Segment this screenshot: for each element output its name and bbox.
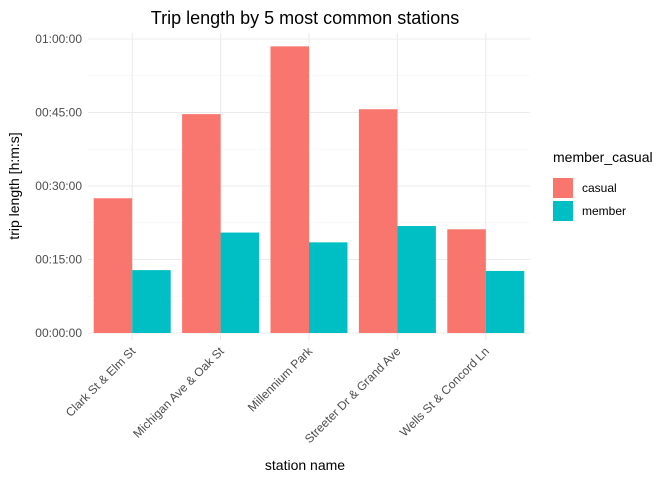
y-tick-label: 01:00:00 <box>35 32 82 46</box>
bar-member-2 <box>220 232 260 333</box>
bar-member-1 <box>132 270 171 333</box>
x-tick-label: Millennium Park <box>245 344 316 415</box>
bar-casual-4 <box>358 109 398 333</box>
x-tick-label: Wells St & Concord Ln <box>397 344 492 439</box>
y-tick-label: 00:30:00 <box>35 179 82 193</box>
bar-casual-2 <box>182 114 221 333</box>
legend: member_casual casual member <box>553 149 653 221</box>
chart-title: Trip length by 5 most common stations <box>151 8 459 28</box>
y-axis-title: trip length [h:m:s] <box>6 132 22 239</box>
y-axis-ticks: 00:00:00 00:15:00 00:30:00 00:45:00 01:00:00 <box>35 32 82 340</box>
y-tick-label: 00:15:00 <box>35 253 82 267</box>
y-tick-label: 00:00:00 <box>35 326 82 340</box>
bar-member-5 <box>485 270 525 333</box>
bar-member-4 <box>397 226 436 333</box>
y-tick-label: 00:45:00 <box>35 106 82 120</box>
legend-label-casual: casual <box>582 181 617 195</box>
bar-casual-3 <box>270 46 309 333</box>
x-tick-label: Michigan Ave & Oak St <box>130 344 227 441</box>
legend-key-casual <box>553 178 573 198</box>
legend-key-member <box>553 201 573 221</box>
x-tick-label: Streeter Dr & Grand Ave <box>302 344 404 446</box>
legend-label-member: member <box>582 204 626 218</box>
bar-member-3 <box>309 242 348 333</box>
x-tick-label: Clark St & Elm St <box>63 344 139 420</box>
bars <box>93 46 525 333</box>
bar-casual-1 <box>93 198 133 333</box>
legend-title: member_casual <box>553 149 653 165</box>
bar-casual-5 <box>447 229 486 333</box>
x-axis-title: station name <box>265 457 345 473</box>
